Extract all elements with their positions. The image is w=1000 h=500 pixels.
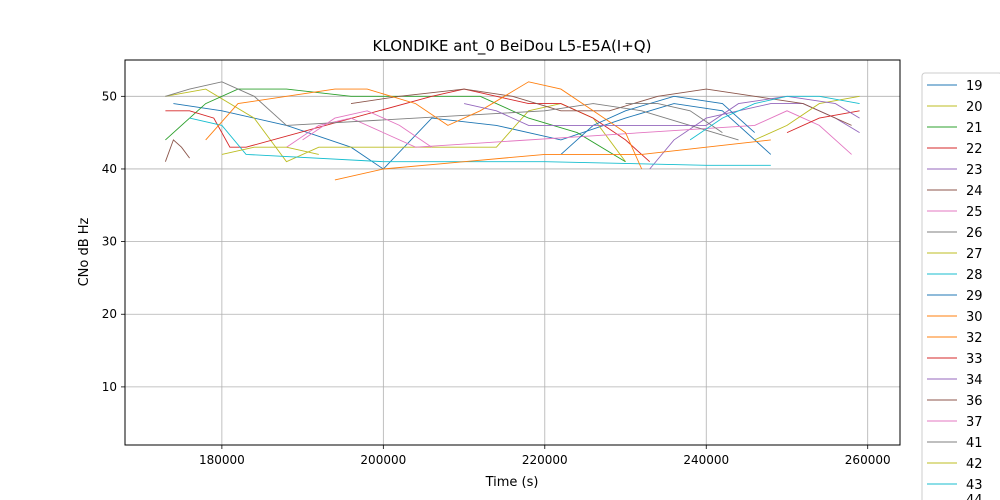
x-axis-ticks: 180000 200000 220000 240000 260000 [199, 445, 891, 467]
legend-label-37: 37 [966, 415, 983, 430]
legend-frame [921, 72, 1000, 500]
x-axis-title: Time (s) [485, 475, 539, 490]
legend-label-22: 22 [966, 142, 983, 157]
legend-label-21: 21 [966, 121, 983, 136]
legend-label-20: 20 [966, 100, 983, 115]
y-axis-ticks: 10 20 30 40 50 [102, 89, 125, 394]
legend-label-24: 24 [966, 184, 983, 199]
legend-label: 44 [966, 493, 983, 500]
plot-background [125, 60, 900, 445]
y-tick-label: 30 [102, 235, 117, 249]
legend-label-41: 41 [966, 436, 983, 451]
legend-label-23: 23 [966, 163, 983, 178]
series-line-43 [689, 95, 860, 141]
x-tick-label: 180000 [199, 453, 245, 467]
series-line-30 [205, 81, 643, 170]
legend-label-28: 28 [966, 268, 983, 283]
legend-label-34: 34 [966, 373, 983, 388]
legend-label-25: 25 [966, 205, 983, 220]
series-line-28 [189, 117, 771, 166]
y-tick-label: 50 [102, 89, 117, 103]
legend-label-36: 36 [966, 394, 983, 409]
series-lines [164, 81, 860, 181]
series-line-33 [786, 110, 860, 134]
legend-label-29: 29 [966, 289, 983, 304]
legend-label-33: 33 [966, 352, 983, 367]
y-tick-label: 10 [102, 380, 117, 394]
series-line-42 [221, 146, 319, 155]
legend-label-27: 27 [966, 247, 983, 262]
legend-label-26: 26 [966, 226, 983, 241]
y-axis-title: CNo dB Hz [77, 217, 92, 286]
series-line-36 [164, 139, 190, 162]
plot-frame [124, 59, 901, 446]
legend-label-43: 43 [966, 478, 983, 493]
legend-label-32: 32 [966, 331, 983, 346]
legend-label-30: 30 [966, 310, 983, 325]
series-line-32 [334, 139, 771, 181]
series-line-41 [625, 103, 723, 133]
x-tick-label: 260000 [845, 453, 891, 467]
y-tick-label: 20 [102, 307, 117, 321]
legend-label-19: 19 [966, 79, 983, 94]
x-tick-label: 200000 [360, 453, 406, 467]
series-line-19 [173, 103, 772, 170]
x-tick-label: 240000 [683, 453, 729, 467]
series-line-34 [464, 95, 860, 126]
series-line-26 [165, 81, 739, 141]
series-line-37 [302, 110, 433, 148]
chart-title: KLONDIKE ant_0 BeiDou L5-E5A(I+Q) [373, 37, 652, 56]
legend-label-42: 42 [966, 457, 983, 472]
y-tick-label: 40 [102, 162, 117, 176]
legend: 19 20 21 22 23 24 25 26 27 28 29 30 32 33 34 36 37 41 42 43… [921, 72, 1000, 500]
x-tick-label: 220000 [522, 453, 568, 467]
